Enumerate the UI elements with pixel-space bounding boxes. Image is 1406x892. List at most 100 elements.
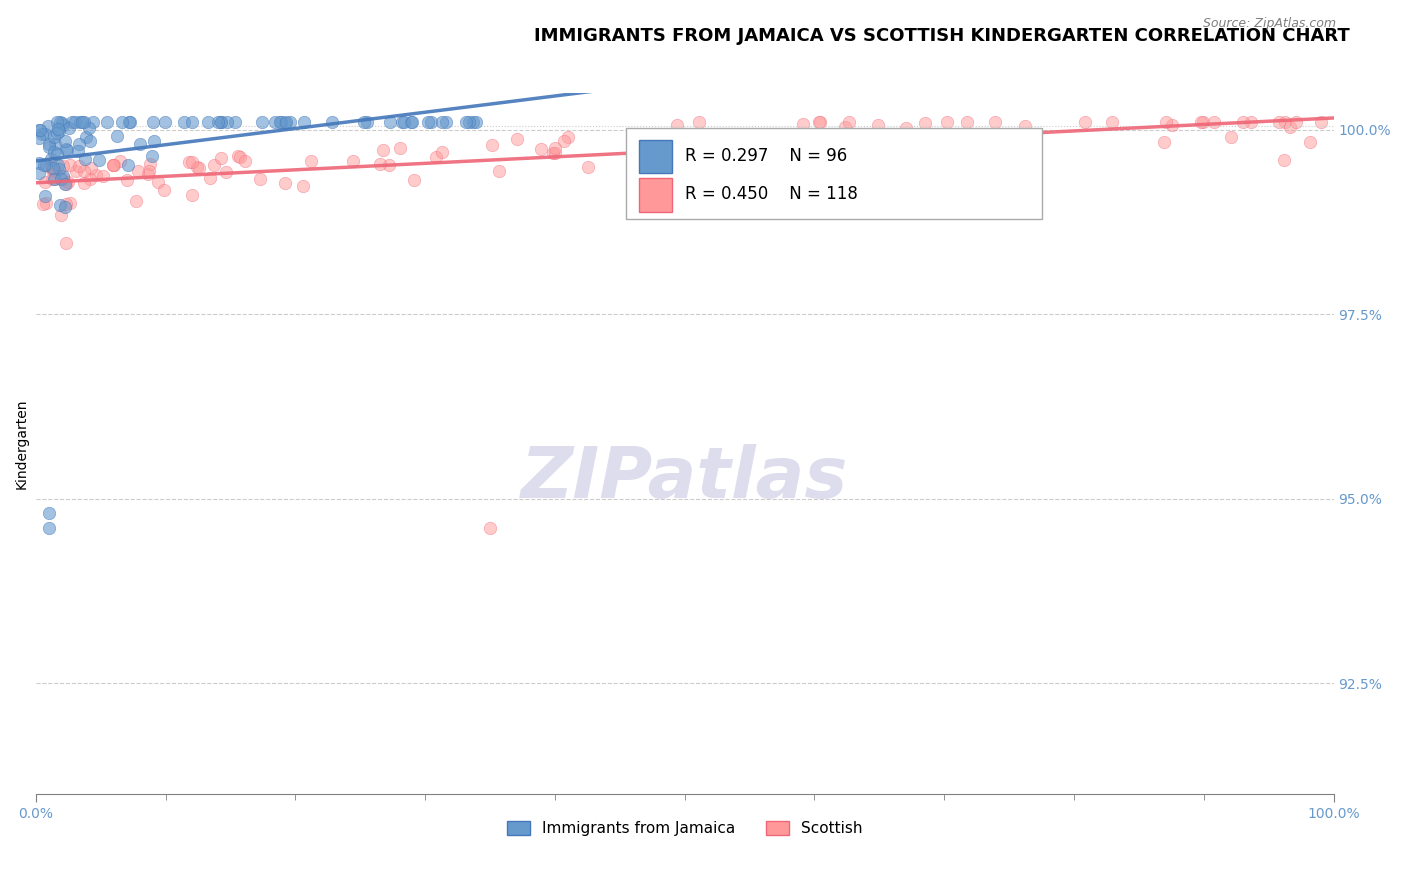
Scottish (688, 115, 710, 129)
Immigrants from Jamaica (110, 115, 132, 129)
Scottish (153, 182, 176, 196)
Immigrants from Jamaica (75, 130, 97, 145)
Immigrants from Jamaica (46, 126, 69, 140)
Immigrants from Jamaica (118, 115, 141, 129)
Scottish (1191, 115, 1213, 129)
Immigrants from Jamaica (60, 115, 83, 129)
Immigrants from Jamaica (434, 115, 457, 129)
Scottish (553, 134, 575, 148)
Scottish (44, 162, 66, 177)
Scottish (1154, 115, 1177, 129)
Text: Source: ZipAtlas.com: Source: ZipAtlas.com (1202, 17, 1336, 29)
Scottish (214, 165, 236, 179)
Immigrants from Jamaica (34, 188, 56, 202)
Immigrants from Jamaica (356, 115, 378, 129)
Scottish (1160, 118, 1182, 132)
Scottish (180, 155, 202, 169)
Scottish (34, 195, 56, 210)
Scottish (226, 148, 249, 162)
Scottish (200, 171, 222, 186)
Immigrants from Jamaica (44, 136, 66, 151)
Immigrants from Jamaica (42, 172, 65, 186)
Immigrants from Jamaica (173, 115, 195, 129)
Scottish (56, 176, 79, 190)
Scottish (488, 164, 510, 178)
Scottish (792, 117, 814, 131)
Scottish (388, 141, 411, 155)
Immigrants from Jamaica (73, 115, 96, 129)
Scottish (52, 159, 75, 173)
Scottish (45, 165, 67, 179)
Immigrants from Jamaica (430, 115, 453, 129)
Immigrants from Jamaica (38, 136, 60, 151)
Scottish (55, 196, 77, 211)
Immigrants from Jamaica (118, 115, 141, 129)
Immigrants from Jamaica (181, 115, 204, 129)
Immigrants from Jamaica (27, 123, 49, 137)
Immigrants from Jamaica (142, 115, 165, 129)
Immigrants from Jamaica (27, 165, 49, 179)
Immigrants from Jamaica (252, 115, 274, 129)
Scottish (124, 194, 146, 208)
Scottish (41, 163, 63, 178)
Immigrants from Jamaica (141, 149, 163, 163)
Immigrants from Jamaica (42, 145, 65, 159)
Scottish (1309, 115, 1331, 129)
Scottish (852, 138, 875, 153)
Immigrants from Jamaica (46, 122, 69, 136)
Scottish (725, 129, 748, 144)
Immigrants from Jamaica (67, 137, 90, 152)
Scottish (544, 141, 567, 155)
Immigrants from Jamaica (401, 115, 423, 129)
Immigrants from Jamaica (420, 115, 443, 129)
Scottish (956, 115, 979, 129)
Bar (640, 178, 672, 211)
Immigrants from Jamaica (72, 115, 94, 129)
Scottish (177, 154, 200, 169)
Scottish (425, 150, 447, 164)
Immigrants from Jamaica (79, 135, 101, 149)
Scottish (378, 158, 401, 172)
Immigrants from Jamaica (56, 144, 79, 158)
Text: R = 0.450    N = 118: R = 0.450 N = 118 (685, 186, 858, 203)
Immigrants from Jamaica (461, 115, 484, 129)
Scottish (666, 118, 689, 132)
Scottish (711, 131, 734, 145)
Scottish (808, 115, 831, 129)
Scottish (1240, 115, 1263, 129)
Immigrants from Jamaica (292, 115, 315, 129)
Scottish (59, 196, 82, 211)
Scottish (39, 160, 62, 174)
Text: IMMIGRANTS FROM JAMAICA VS SCOTTISH KINDERGARTEN CORRELATION CHART: IMMIGRANTS FROM JAMAICA VS SCOTTISH KIND… (534, 27, 1350, 45)
Immigrants from Jamaica (42, 129, 65, 144)
Text: R = 0.297    N = 96: R = 0.297 N = 96 (685, 146, 846, 165)
Immigrants from Jamaica (77, 121, 100, 136)
Immigrants from Jamaica (321, 115, 343, 129)
Scottish (79, 172, 101, 186)
Scottish (1278, 120, 1301, 135)
Scottish (479, 521, 502, 535)
Scottish (67, 159, 90, 173)
Scottish (1274, 153, 1296, 167)
Scottish (1232, 115, 1254, 129)
Immigrants from Jamaica (48, 123, 70, 137)
Scottish (678, 141, 700, 155)
FancyBboxPatch shape (626, 128, 1042, 219)
Scottish (700, 146, 723, 161)
Immigrants from Jamaica (32, 158, 55, 172)
Scottish (73, 164, 96, 178)
Immigrants from Jamaica (66, 145, 89, 159)
Scottish (249, 171, 271, 186)
Scottish (186, 160, 208, 174)
Immigrants from Jamaica (48, 158, 70, 172)
Immigrants from Jamaica (399, 115, 422, 129)
Scottish (55, 178, 77, 192)
Scottish (751, 136, 773, 151)
Immigrants from Jamaica (58, 120, 80, 135)
Immigrants from Jamaica (69, 115, 91, 129)
Scottish (138, 164, 160, 178)
Scottish (1202, 115, 1225, 129)
Scottish (148, 175, 170, 189)
Scottish (692, 143, 714, 157)
Scottish (373, 143, 395, 157)
